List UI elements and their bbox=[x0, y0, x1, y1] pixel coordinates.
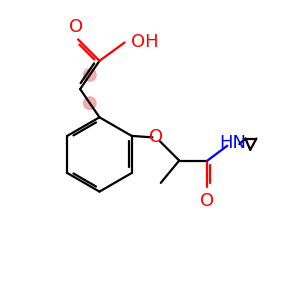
Text: O: O bbox=[200, 192, 214, 210]
Text: OH: OH bbox=[131, 33, 159, 51]
Circle shape bbox=[84, 97, 96, 110]
Text: O: O bbox=[149, 128, 163, 146]
Text: O: O bbox=[69, 18, 83, 36]
Text: HN: HN bbox=[219, 134, 246, 152]
Circle shape bbox=[84, 69, 96, 81]
